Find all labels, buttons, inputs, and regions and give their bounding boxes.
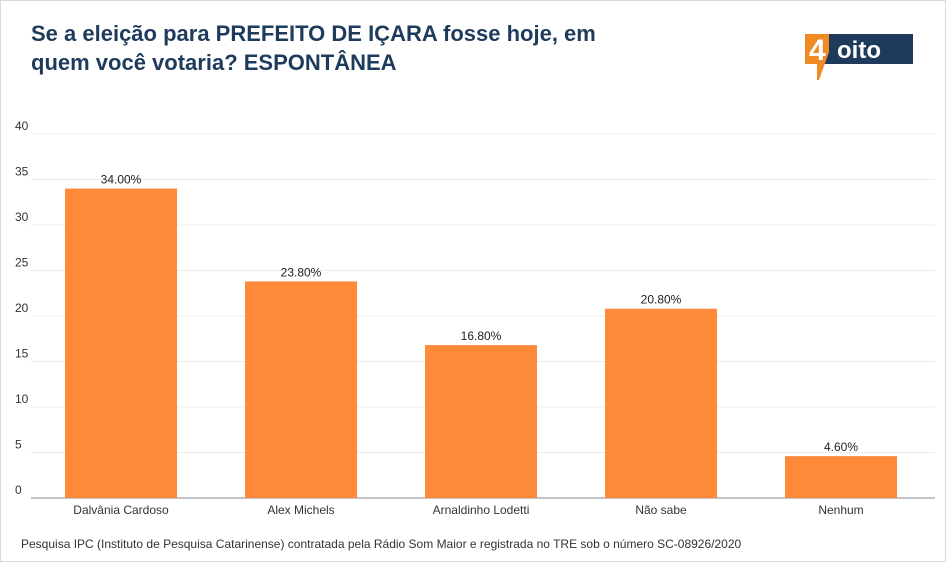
bar bbox=[425, 345, 537, 498]
y-tick-label: 10 bbox=[15, 392, 29, 406]
y-tick-label: 5 bbox=[15, 438, 22, 452]
chart-title: Se a eleição para PREFEITO DE IÇARA foss… bbox=[31, 19, 731, 77]
data-label: 20.80% bbox=[641, 293, 682, 307]
bar-chart: 0 5 10 15 20 25 30 35 40 34.00% Dalvânia Cardoso 23… bbox=[15, 119, 935, 517]
chart-title-line-2: quem você votaria? ESPONTÂNEA bbox=[31, 50, 397, 75]
bar bbox=[605, 308, 717, 498]
logo-orange-accent bbox=[805, 34, 829, 80]
x-tick-label: Não sabe bbox=[635, 503, 687, 517]
y-tick-label: 25 bbox=[15, 256, 29, 270]
data-label: 16.80% bbox=[461, 329, 502, 343]
chart-title-line-1: Se a eleição para PREFEITO DE IÇARA foss… bbox=[31, 21, 596, 46]
data-label: 23.80% bbox=[281, 265, 322, 279]
data-label: 34.00% bbox=[101, 173, 142, 187]
y-tick-label: 40 bbox=[15, 119, 29, 133]
logo-navy-box bbox=[821, 34, 913, 64]
y-tick-label: 0 bbox=[15, 483, 22, 497]
y-tick-label: 20 bbox=[15, 301, 29, 315]
logo-word: oito bbox=[837, 37, 881, 64]
x-tick-label: Nenhum bbox=[818, 503, 863, 517]
bar bbox=[785, 456, 897, 498]
brand-logo: 4 oito bbox=[805, 34, 913, 80]
y-tick-label: 30 bbox=[15, 210, 29, 224]
y-tick-label: 35 bbox=[15, 165, 29, 179]
data-label: 4.60% bbox=[824, 440, 858, 454]
logo-digit: 4 bbox=[809, 34, 826, 67]
x-tick-label: Arnaldinho Lodetti bbox=[433, 503, 530, 517]
y-tick-label: 15 bbox=[15, 347, 29, 361]
x-tick-label: Alex Michels bbox=[267, 503, 334, 517]
footnote: Pesquisa IPC (Instituto de Pesquisa Cata… bbox=[21, 537, 742, 551]
bar bbox=[65, 188, 177, 498]
x-tick-label: Dalvânia Cardoso bbox=[73, 503, 169, 517]
bar bbox=[245, 281, 357, 498]
